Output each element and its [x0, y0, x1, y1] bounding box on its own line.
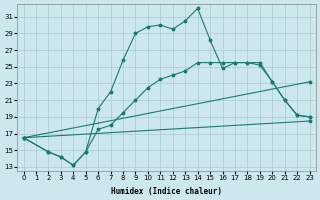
X-axis label: Humidex (Indice chaleur): Humidex (Indice chaleur) [111, 187, 222, 196]
